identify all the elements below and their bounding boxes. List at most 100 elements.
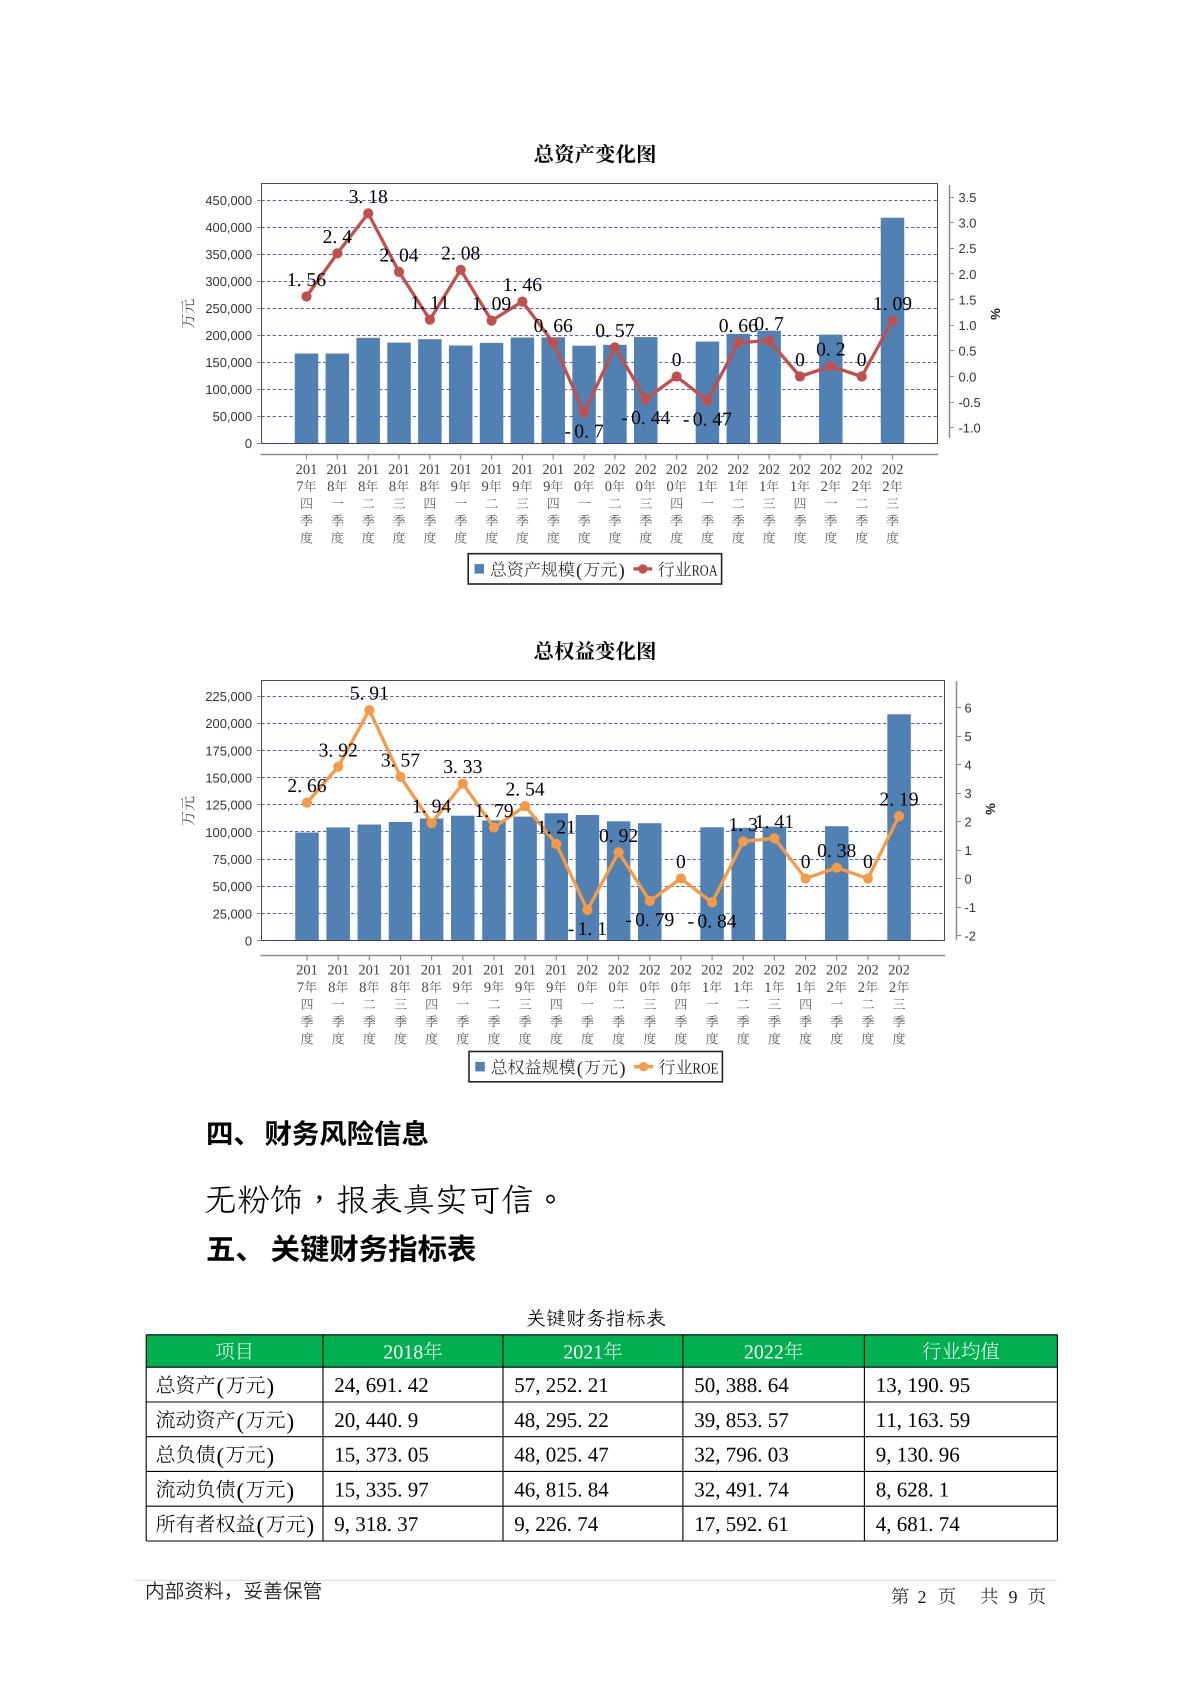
svg-text:): ) bbox=[287, 1478, 295, 1503]
svg-text:7: 7 bbox=[297, 980, 304, 996]
svg-text:0: 0 bbox=[608, 980, 615, 996]
svg-text:(: ( bbox=[237, 1409, 245, 1434]
svg-text:57,252.21: 57,252.21 bbox=[514, 1373, 609, 1397]
svg-text:2: 2 bbox=[858, 980, 865, 996]
svg-text:1.94: 1.94 bbox=[412, 797, 451, 818]
svg-text:201: 201 bbox=[296, 462, 318, 478]
svg-text:(: ( bbox=[577, 1058, 583, 1079]
svg-text:(: ( bbox=[217, 1444, 225, 1469]
svg-text:202: 202 bbox=[573, 462, 595, 478]
svg-text:): ) bbox=[267, 1374, 275, 1399]
svg-text:1.46: 1.46 bbox=[503, 275, 542, 296]
svg-text:150,000: 150,000 bbox=[205, 355, 252, 370]
svg-text:201: 201 bbox=[512, 462, 534, 478]
svg-text:9: 9 bbox=[451, 479, 458, 495]
svg-text:): ) bbox=[267, 1444, 275, 1469]
svg-text:9,226.74: 9,226.74 bbox=[514, 1512, 599, 1536]
svg-text:32,796.03: 32,796.03 bbox=[694, 1443, 789, 1467]
svg-text:13,190.95: 13,190.95 bbox=[876, 1373, 971, 1397]
svg-text:2.66: 2.66 bbox=[287, 776, 326, 797]
svg-text:-0.5: -0.5 bbox=[959, 395, 981, 410]
svg-text:0.66: 0.66 bbox=[534, 316, 573, 337]
svg-text:0: 0 bbox=[672, 350, 682, 371]
svg-text:3.18: 3.18 bbox=[349, 187, 388, 208]
svg-text:2: 2 bbox=[821, 479, 828, 495]
svg-text:17,592.61: 17,592.61 bbox=[694, 1512, 789, 1536]
svg-text:6: 6 bbox=[965, 700, 972, 715]
svg-text:50,000: 50,000 bbox=[213, 409, 252, 424]
svg-text:-1.0: -1.0 bbox=[959, 421, 981, 436]
svg-text:202: 202 bbox=[727, 462, 749, 478]
svg-text:3.33: 3.33 bbox=[443, 757, 482, 778]
svg-text:250,000: 250,000 bbox=[205, 301, 252, 316]
svg-text:0: 0 bbox=[676, 852, 686, 873]
svg-text:(: ( bbox=[257, 1513, 265, 1538]
svg-text:202: 202 bbox=[888, 963, 910, 979]
svg-text:2.08: 2.08 bbox=[441, 243, 480, 264]
svg-text:3: 3 bbox=[965, 786, 972, 801]
svg-text:(: ( bbox=[237, 1478, 245, 1503]
svg-text:8: 8 bbox=[389, 479, 396, 495]
svg-text:0: 0 bbox=[640, 980, 647, 996]
svg-text:0.5: 0.5 bbox=[959, 344, 977, 359]
svg-text:8: 8 bbox=[327, 479, 334, 495]
svg-text:0.38: 0.38 bbox=[817, 841, 856, 862]
svg-text:-2: -2 bbox=[965, 928, 976, 943]
svg-text:1.79: 1.79 bbox=[474, 801, 513, 822]
svg-text:201: 201 bbox=[390, 963, 412, 979]
svg-text:201: 201 bbox=[419, 462, 441, 478]
svg-text:2.5: 2.5 bbox=[959, 241, 977, 256]
svg-text:1.0: 1.0 bbox=[959, 318, 977, 333]
svg-text:200,000: 200,000 bbox=[205, 328, 252, 343]
svg-text:0: 0 bbox=[863, 852, 873, 873]
svg-text:%: % bbox=[983, 803, 998, 815]
svg-text:201: 201 bbox=[542, 462, 564, 478]
svg-text:2.54: 2.54 bbox=[506, 780, 545, 801]
svg-text:201: 201 bbox=[388, 462, 410, 478]
svg-text:0: 0 bbox=[666, 479, 673, 495]
svg-text:202: 202 bbox=[820, 462, 842, 478]
svg-text:7: 7 bbox=[296, 479, 303, 495]
svg-text:-0.7: -0.7 bbox=[565, 421, 604, 442]
svg-text:100,000: 100,000 bbox=[205, 825, 252, 840]
svg-text:202: 202 bbox=[608, 963, 630, 979]
svg-text:15,373.05: 15,373.05 bbox=[334, 1443, 429, 1467]
svg-text:0: 0 bbox=[245, 934, 252, 949]
svg-text:202: 202 bbox=[826, 963, 848, 979]
svg-text:9: 9 bbox=[481, 479, 488, 495]
svg-text:201: 201 bbox=[483, 963, 505, 979]
svg-text:48,295.22: 48,295.22 bbox=[514, 1408, 609, 1432]
svg-text:-0.79: -0.79 bbox=[625, 910, 674, 931]
svg-text:8: 8 bbox=[390, 980, 397, 996]
svg-text:0.92: 0.92 bbox=[599, 826, 638, 847]
svg-text:201: 201 bbox=[357, 462, 379, 478]
svg-text:50,388.64: 50,388.64 bbox=[694, 1373, 789, 1397]
svg-text:5: 5 bbox=[965, 729, 972, 744]
svg-text:15,335.97: 15,335.97 bbox=[334, 1477, 429, 1501]
svg-text:201: 201 bbox=[358, 963, 380, 979]
svg-text:201: 201 bbox=[514, 963, 536, 979]
svg-text:1.41: 1.41 bbox=[755, 812, 794, 833]
svg-text:201: 201 bbox=[327, 963, 349, 979]
svg-text:11,163.59: 11,163.59 bbox=[876, 1408, 971, 1432]
svg-text:0.66: 0.66 bbox=[719, 316, 758, 337]
svg-text:8,628.1: 8,628.1 bbox=[876, 1477, 950, 1501]
svg-text:1: 1 bbox=[728, 479, 735, 495]
svg-text:50,000: 50,000 bbox=[213, 879, 252, 894]
svg-text:1: 1 bbox=[697, 479, 704, 495]
svg-text:450,000: 450,000 bbox=[205, 193, 252, 208]
svg-text:202: 202 bbox=[639, 963, 661, 979]
svg-text:0: 0 bbox=[795, 350, 805, 371]
svg-text:25,000: 25,000 bbox=[213, 906, 252, 921]
svg-text:9,318.37: 9,318.37 bbox=[334, 1512, 418, 1536]
svg-text:8: 8 bbox=[420, 479, 427, 495]
svg-text:8: 8 bbox=[358, 479, 365, 495]
svg-text:202: 202 bbox=[697, 462, 719, 478]
svg-text:201: 201 bbox=[326, 462, 348, 478]
svg-text:): ) bbox=[619, 561, 625, 582]
svg-text:202: 202 bbox=[758, 462, 780, 478]
svg-text:400,000: 400,000 bbox=[205, 220, 252, 235]
svg-text:48,025.47: 48,025.47 bbox=[514, 1443, 609, 1467]
svg-text:150,000: 150,000 bbox=[205, 771, 252, 786]
svg-text:202: 202 bbox=[857, 963, 879, 979]
